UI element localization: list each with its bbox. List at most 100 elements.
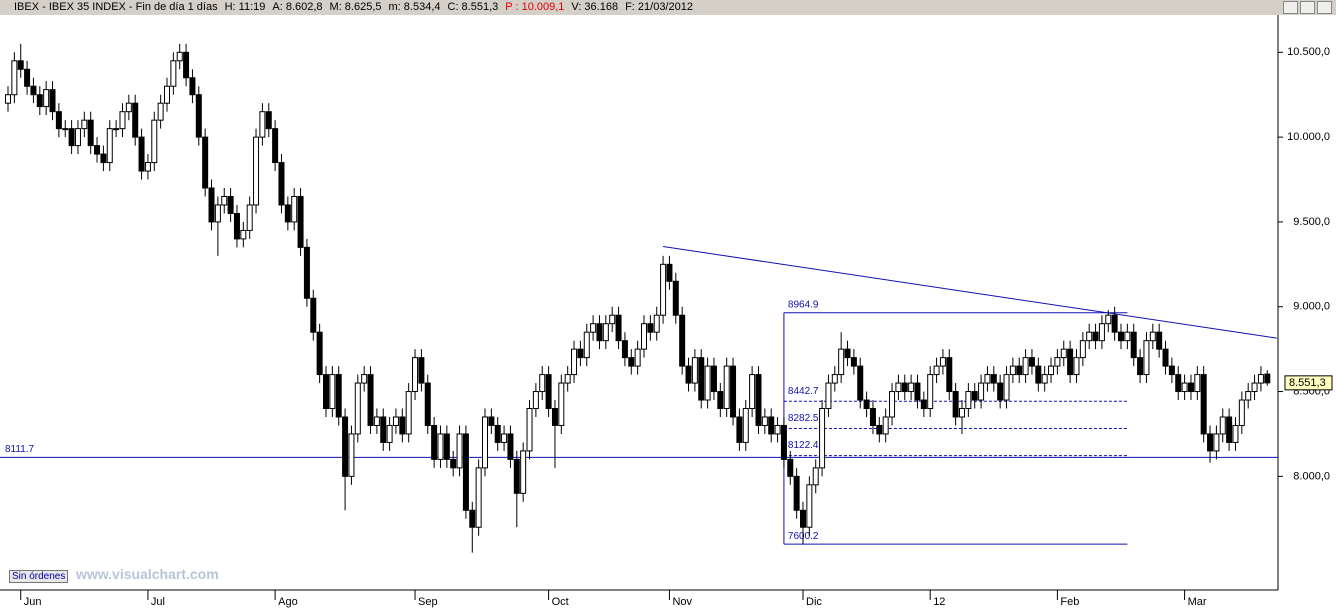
- window-buttons[interactable]: [1283, 1, 1332, 14]
- header-field: H: 11:19: [224, 1, 266, 13]
- candle-body: [443, 433, 450, 460]
- minimize[interactable]: [1283, 1, 1298, 14]
- candle-body: [469, 509, 476, 528]
- candle-body: [1124, 331, 1131, 342]
- candle-body: [895, 382, 902, 393]
- candle-body: [291, 195, 298, 223]
- candle-body: [501, 433, 508, 443]
- candle-body: [850, 357, 857, 367]
- candle-body: [1086, 331, 1093, 342]
- candle-body: [259, 111, 266, 138]
- candle-body: [691, 357, 698, 384]
- trendline: [663, 246, 1277, 339]
- candle-body: [144, 162, 151, 172]
- candle-body: [507, 433, 514, 460]
- x-tick-label: Mar: [1188, 596, 1207, 608]
- header-field: C: 8.551,3: [447, 1, 499, 13]
- candle-body: [704, 365, 711, 401]
- candle-body: [920, 399, 927, 410]
- candle-body: [768, 416, 775, 435]
- candle-body: [1187, 382, 1194, 393]
- candle-body: [666, 263, 673, 282]
- candle-body: [424, 382, 431, 426]
- x-tick-label: 12: [933, 596, 945, 608]
- candle-body: [780, 424, 787, 460]
- candle-body: [1175, 374, 1182, 393]
- candle-body: [889, 391, 896, 418]
- header-field: m: 8.534,4: [388, 1, 441, 13]
- candle-body: [284, 204, 291, 223]
- candle-body: [1168, 365, 1175, 376]
- candle-body: [946, 357, 953, 393]
- candle-body: [361, 374, 368, 384]
- candle-body: [513, 458, 520, 494]
- candle-body: [494, 424, 501, 443]
- candle-body: [386, 424, 393, 443]
- candle-body: [482, 416, 488, 469]
- y-tick-label: 10.000,0: [1287, 131, 1330, 143]
- candle-body: [539, 374, 546, 393]
- x-tick-label: Jul: [151, 596, 165, 608]
- header-field: IBEX - IBEX 35 INDEX - Fin de día 1 días: [14, 1, 218, 13]
- candle-body: [551, 408, 558, 426]
- candle-body: [176, 51, 183, 62]
- candle-body: [138, 136, 145, 172]
- candle-body: [202, 136, 209, 189]
- candle-body: [392, 416, 399, 426]
- candle-body: [634, 348, 641, 367]
- candle-body: [914, 382, 921, 401]
- candle-body: [1232, 424, 1239, 443]
- x-tick-label: Jun: [24, 596, 42, 608]
- header-field: V: 36.168: [571, 1, 619, 13]
- orders-button[interactable]: Sin órdenes: [9, 570, 69, 583]
- header-field: F: 21/03/2012: [625, 1, 693, 13]
- x-tick-label: Nov: [672, 596, 692, 608]
- candle-body: [1213, 433, 1220, 452]
- candle-body: [984, 374, 991, 384]
- close[interactable]: [1317, 1, 1332, 14]
- candle-body: [710, 365, 717, 393]
- candle-body: [221, 195, 228, 206]
- candle-body: [437, 433, 444, 460]
- candle-body: [272, 128, 279, 164]
- candle-body: [857, 365, 864, 401]
- candle-body: [189, 77, 196, 96]
- candle-body: [1111, 314, 1118, 333]
- candle-body: [717, 391, 724, 410]
- candle-body: [1207, 433, 1214, 452]
- candle-body: [1105, 314, 1112, 325]
- support-label: 8111.7: [5, 444, 35, 455]
- restore[interactable]: [1300, 1, 1315, 14]
- candle-body: [1162, 348, 1169, 367]
- candle-body: [164, 85, 170, 104]
- candle-body: [488, 416, 495, 426]
- candle-body: [571, 348, 578, 376]
- candle-body: [901, 382, 908, 393]
- candle-body: [628, 357, 635, 367]
- candle-body: [157, 102, 164, 121]
- candle-body: [990, 374, 997, 384]
- candle-body: [1118, 331, 1124, 342]
- candle-body: [577, 348, 584, 359]
- candle-body: [195, 94, 202, 138]
- candle-body: [1143, 340, 1150, 376]
- candle-body: [876, 424, 883, 435]
- candle-body: [399, 416, 406, 435]
- candle-body: [927, 374, 934, 410]
- candle-body: [342, 416, 349, 477]
- candle-body: [819, 408, 826, 469]
- candle-body: [11, 60, 18, 96]
- candle-body: [532, 391, 539, 410]
- header-bar: IBEX - IBEX 35 INDEX - Fin de día 1 días…: [0, 0, 1336, 15]
- candle-body: [1092, 331, 1099, 342]
- candle-body: [806, 484, 813, 528]
- candle-body: [278, 162, 285, 206]
- candle-body: [647, 323, 654, 333]
- header-field: A: 8.602,8: [272, 1, 323, 13]
- candle-body: [882, 416, 889, 435]
- candle-body: [825, 382, 832, 410]
- candle-body: [621, 340, 628, 359]
- box-top-label: 8964.9: [788, 299, 819, 310]
- candle-body: [456, 433, 463, 469]
- candle-body: [1257, 374, 1264, 384]
